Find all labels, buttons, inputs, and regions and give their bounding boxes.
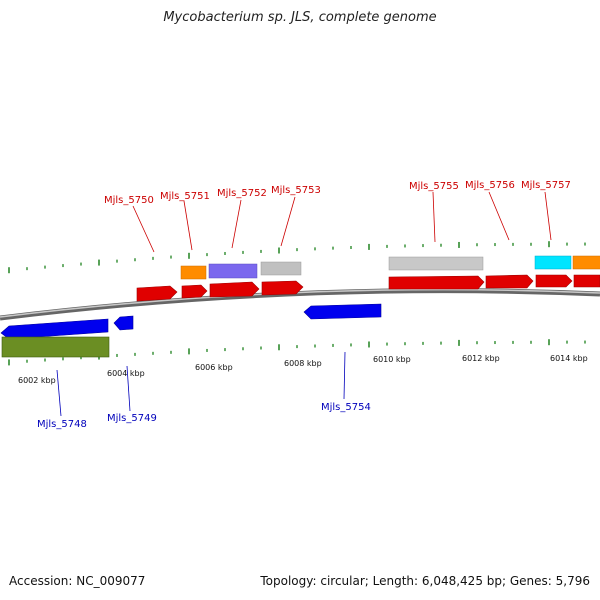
gene-label[interactable]: Mjls_5752: [217, 188, 267, 199]
minus-gene-row: [0, 303, 382, 340]
scale-label: 6006 kbp: [195, 363, 233, 372]
feature-bar-cyan[interactable]: [534, 255, 572, 270]
feature-bar-orange[interactable]: [572, 255, 600, 270]
scale-label: 6002 kbp: [18, 376, 56, 385]
gene-arrow-plus[interactable]: [261, 280, 304, 296]
genome-summary-text: Topology: circular; Length: 6,048,425 bp…: [260, 574, 590, 588]
scale-label: 6010 kbp: [373, 355, 411, 364]
gene-arrow-minus[interactable]: [0, 318, 109, 340]
minus-label-leaders: [56, 351, 346, 417]
gene-label[interactable]: Mjls_5750: [104, 195, 154, 206]
gene-label[interactable]: Mjls_5749: [107, 413, 157, 424]
plus-gene-labels: Mjls_5750 Mjls_5751 Mjls_5752 Mjls_5753 …: [104, 180, 571, 206]
gene-label[interactable]: Mjls_5751: [160, 191, 210, 202]
gene-label[interactable]: Mjls_5757: [521, 180, 571, 191]
upper-tick-track: [8, 241, 586, 274]
genome-backbone: [0, 288, 600, 321]
gene-label[interactable]: Mjls_5754: [321, 402, 371, 413]
gene-label[interactable]: Mjls_5756: [465, 180, 515, 191]
gene-arrow-plus[interactable]: [573, 274, 600, 288]
gene-arrow-plus[interactable]: [485, 274, 534, 289]
minus-gene-labels: Mjls_5748 Mjls_5749 Mjls_5754: [37, 402, 371, 430]
plus-label-leaders: [132, 191, 552, 253]
feature-bar-gray[interactable]: [260, 261, 302, 276]
genome-backbone-highlight: [0, 288, 600, 318]
gene-arrow-plus[interactable]: [388, 275, 485, 290]
scale-label: 6014 kbp: [550, 354, 588, 363]
feature-bar-purple[interactable]: [208, 263, 258, 279]
gene-arrow-plus[interactable]: [136, 285, 178, 302]
plus-gene-row: [136, 274, 600, 302]
scale-labels: 6002 kbp 6004 kbp 6006 kbp 6008 kbp 6010…: [18, 354, 588, 385]
gene-arrow-plus[interactable]: [181, 284, 208, 299]
feature-bar-gray[interactable]: [388, 256, 484, 271]
gene-arrow-minus[interactable]: [303, 303, 382, 320]
gene-label[interactable]: Mjls_5753: [271, 185, 321, 196]
plus-feature-row: [180, 255, 600, 280]
gene-arrow-plus[interactable]: [535, 274, 573, 288]
gene-arrow-plus[interactable]: [209, 281, 260, 298]
scale-label: 6008 kbp: [284, 359, 322, 368]
feature-bar-orange[interactable]: [180, 265, 207, 280]
scale-label: 6004 kbp: [107, 369, 145, 378]
scale-label: 6012 kbp: [462, 354, 500, 363]
gene-arrow-minus[interactable]: [113, 315, 134, 331]
accession-text: Accession: NC_009077: [9, 574, 146, 588]
gene-label[interactable]: Mjls_5755: [409, 181, 459, 192]
gene-label[interactable]: Mjls_5748: [37, 419, 87, 430]
feature-bar-olive[interactable]: [1, 336, 110, 358]
page-title: Mycobacterium sp. JLS, complete genome: [163, 10, 437, 25]
